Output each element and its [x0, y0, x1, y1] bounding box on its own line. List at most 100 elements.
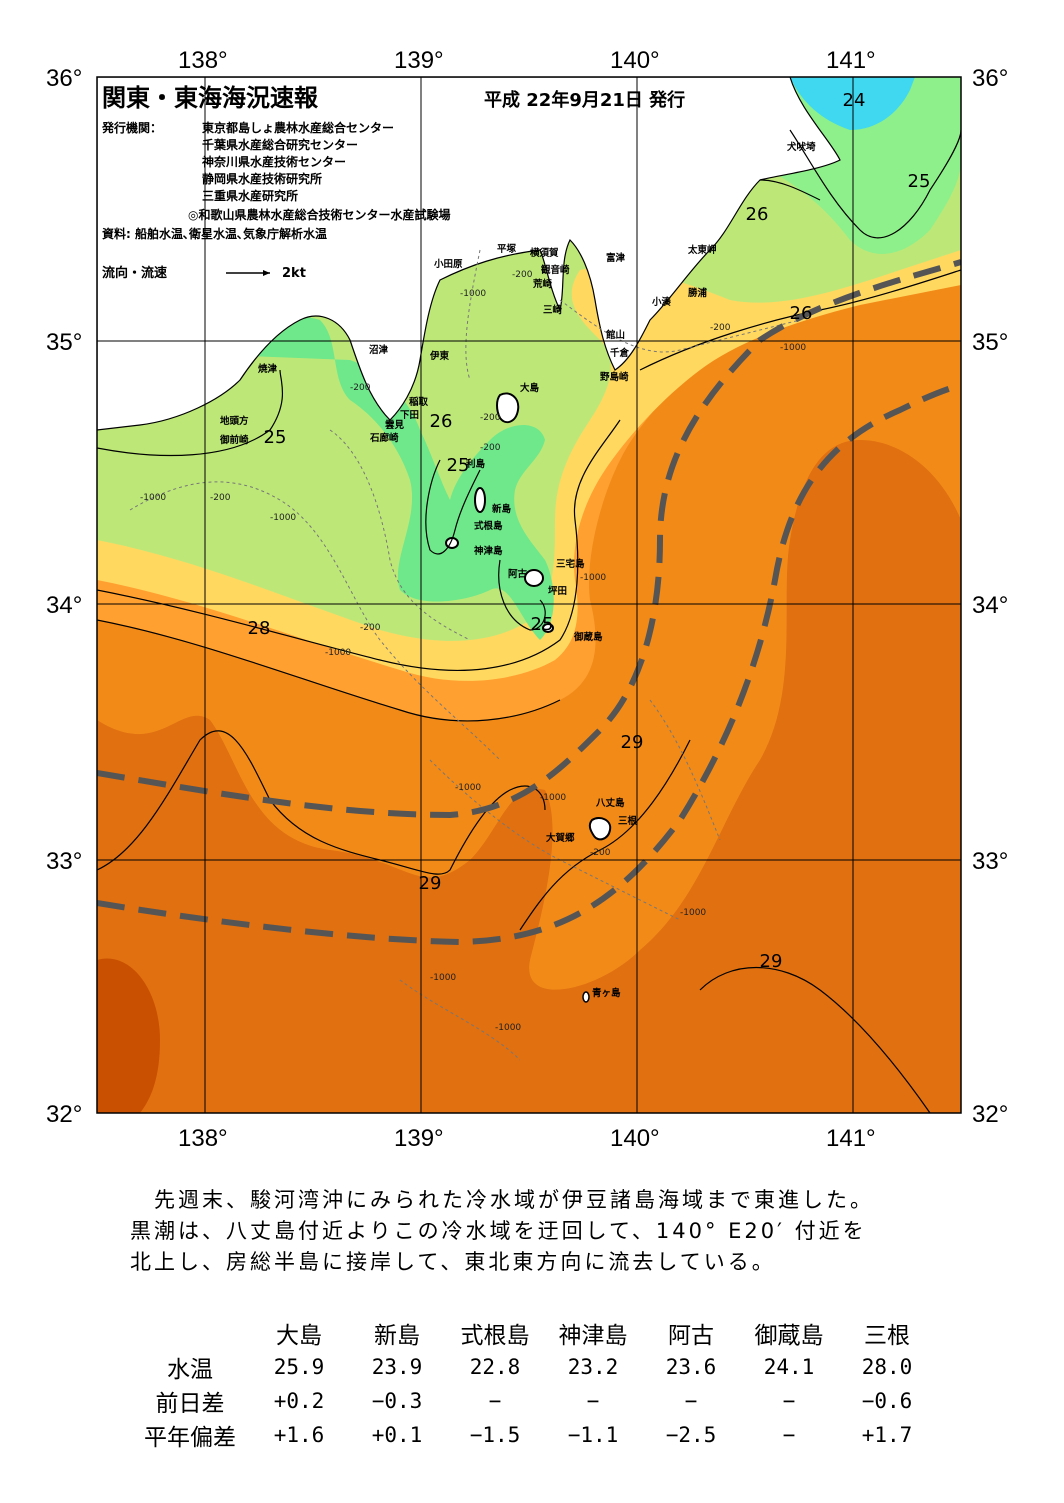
depth-label: -200	[590, 848, 611, 858]
table-cell: +0.2	[273, 1389, 325, 1413]
isotherm-label: 25	[264, 427, 287, 448]
place-yokosuka: 横須賀	[530, 247, 559, 259]
kuroshio-south-path	[97, 382, 961, 946]
lon-bottom-141: 141°	[826, 1125, 876, 1152]
publisher-1: 東京都島しょ農林水産総合センター	[202, 120, 394, 135]
table-cell: 24.1	[763, 1355, 815, 1379]
row-header: 前日差	[155, 1391, 225, 1417]
place-katsuura: 勝浦	[688, 287, 708, 299]
place-miyakejima: 三宅島	[556, 558, 585, 570]
column-header: 大島	[276, 1323, 322, 1349]
lon-bottom-140: 140°	[610, 1125, 660, 1152]
place-kumomi: 雲見	[385, 419, 405, 431]
table-cell: −0.3	[371, 1389, 423, 1413]
depth-label: -1000	[680, 908, 706, 918]
isotherm-label: 26	[746, 204, 769, 225]
isotherm-lines	[97, 129, 961, 1113]
row-header: 水温	[167, 1357, 213, 1383]
summary-line-1: 先週末、駿河湾沖にみられた冷水域が伊豆諸島海域まで東進した。	[154, 1188, 874, 1212]
summary-line-3: 北上し、房総半島に接岸して、東北東方向に流去している。	[130, 1250, 776, 1274]
depth-label: -200	[710, 323, 731, 333]
island-miyakejima	[524, 569, 544, 587]
table-cell: 28.0	[861, 1355, 913, 1379]
depth-labels: -200 -1000 -200 -1000 -200 -200 -200 -10…	[140, 270, 806, 1033]
depth-label: -1000	[455, 783, 481, 793]
island-mikurajima	[542, 623, 554, 633]
publishers-label: 発行機関：	[101, 120, 162, 135]
depth-label: -1000	[495, 1023, 521, 1033]
isotherm-label: 29	[760, 951, 783, 972]
zone-25	[97, 317, 554, 640]
place-kominato: 小湊	[651, 296, 672, 308]
current-legend-scale: 2kt	[282, 266, 306, 281]
table-header-row: 大島 新島 式根島 神津島 阿古 御蔵島 三根	[130, 1316, 936, 1350]
depth-label: -200	[360, 623, 381, 633]
land	[97, 77, 841, 1003]
place-hachijojima: 八丈島	[595, 797, 625, 809]
zone-29b	[97, 440, 961, 1113]
zone-30	[97, 958, 160, 1113]
isotherm-label: 26	[790, 303, 813, 324]
place-inatori: 稲取	[409, 396, 429, 408]
table-cell: +1.7	[861, 1423, 913, 1447]
table-cell: −2.5	[665, 1423, 717, 1447]
depth-label: -200	[350, 383, 371, 393]
place-yaizu: 焼津	[258, 363, 278, 375]
place-hiratsuka: 平塚	[497, 243, 517, 255]
place-ako: 阿古	[508, 568, 528, 580]
lon-top-141: 141°	[826, 47, 876, 74]
place-kozushima: 神津島	[474, 545, 503, 557]
isotherm-labels: 24 25 26 26 25 26 25 25 28 29 29 29	[248, 90, 931, 972]
table-cell: −	[586, 1389, 600, 1413]
column-header: 三根	[864, 1323, 910, 1349]
depth-label: -200	[210, 493, 231, 503]
table-row: 平年偏差 +1.6 +0.1 −1.5 −1.1 −2.5 − +1.7	[130, 1418, 936, 1452]
island-temperature-table: 大島 新島 式根島 神津島 阿古 御蔵島 三根 水温 25.9 23.9 22.…	[130, 1316, 936, 1452]
column-header: 御蔵島	[754, 1323, 824, 1349]
isotherm-label: 25	[531, 614, 554, 635]
table-cell: −	[488, 1389, 502, 1413]
place-odawara: 小田原	[433, 258, 463, 270]
graticule	[97, 77, 961, 1113]
place-futtsu: 富津	[606, 252, 626, 264]
island-niijima	[474, 487, 486, 513]
place-toshima: 利島	[465, 458, 486, 470]
isotherm-label: 26	[430, 411, 453, 432]
place-shikinejima: 式根島	[474, 520, 503, 532]
table-cell: 22.8	[469, 1355, 521, 1379]
publisher-5: 三重県水産研究所	[202, 188, 298, 203]
map-header: 関東・東海海況速報 平成 22年9月21日 発行 発行機関： 東京都島しょ農林水…	[101, 84, 685, 281]
place-oshima: 大島	[520, 382, 540, 394]
lat-left-33: 33°	[46, 848, 82, 875]
lon-bottom-138: 138°	[178, 1125, 228, 1152]
place-okago: 大賀郷	[546, 832, 575, 844]
depth-label: -1000	[540, 793, 566, 803]
table-cell: −1.5	[469, 1423, 521, 1447]
place-arasaki: 荒崎	[532, 278, 553, 290]
table-cell: 23.6	[665, 1355, 717, 1379]
depth-label: -1000	[460, 289, 486, 299]
map-frame	[96, 76, 962, 1114]
place-names: 犬吠埼 太東岬 勝浦 小湊 富津 館山 千倉 野島崎 横須賀 観音崎 荒崎 三崎…	[219, 141, 816, 999]
axis-labels: 138° 139° 140° 141° 138° 139° 140° 141° …	[46, 47, 1008, 1152]
isotherm-label: 29	[621, 732, 644, 753]
depth-label: -1000	[325, 648, 351, 658]
isotherm-label: 29	[419, 873, 442, 894]
table-cell: +1.6	[273, 1423, 325, 1447]
island-hachijojima	[588, 817, 612, 841]
publisher-3: 神奈川県水産技術センター	[202, 154, 346, 169]
table-cell: −	[684, 1389, 698, 1413]
lat-left-36: 36°	[46, 65, 82, 92]
coastline	[97, 77, 841, 431]
lat-left-34: 34°	[46, 592, 82, 619]
column-header: 阿古	[668, 1323, 714, 1349]
column-header: 新島	[374, 1323, 420, 1349]
place-irozaki: 石廊崎	[369, 432, 399, 444]
lat-left-32: 32°	[46, 1101, 82, 1128]
place-kannonzaki: 観音崎	[541, 264, 570, 276]
island-oshima	[496, 392, 520, 424]
place-omaezaki: 御前崎	[219, 434, 249, 446]
isotherm-label: 28	[248, 618, 271, 639]
sea-temperature-map: 138° 139° 140° 141° 138° 139° 140° 141° …	[46, 47, 1008, 1152]
depth-label: -1000	[270, 513, 296, 523]
